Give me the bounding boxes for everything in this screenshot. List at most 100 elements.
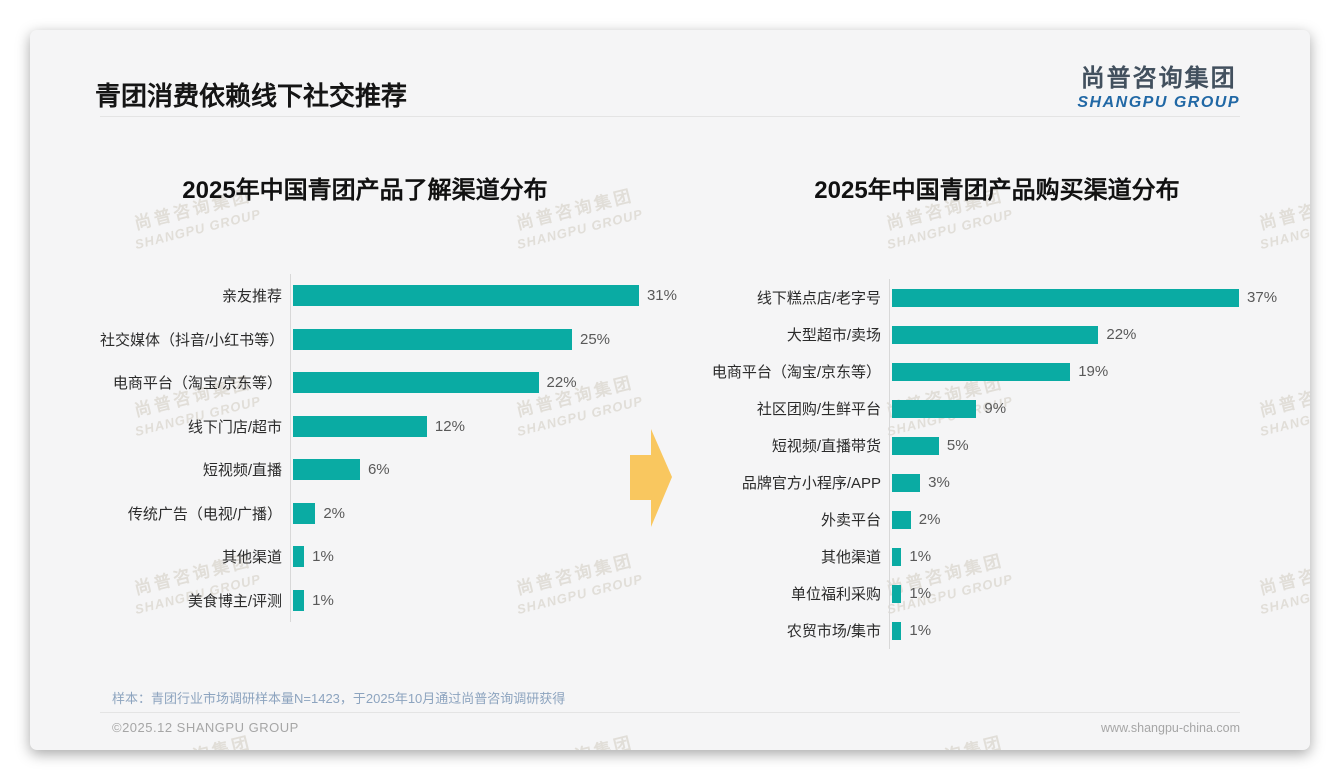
value-label: 37%: [1247, 289, 1278, 306]
page-title: 青团消费依赖线下社交推荐: [95, 81, 408, 111]
copyright-text: ©2025.12 SHANGPU GROUP: [112, 720, 299, 735]
bar-area: 6%: [290, 448, 680, 492]
slide: 尚普咨询集团 SHANGPU GROUP 尚普咨询集团 SHANGPU GROUP 尚普…: [30, 30, 1310, 750]
category-label: 电商平台（淘宝/京东等）: [711, 364, 881, 381]
bar-row: 外卖平台 2%: [693, 501, 1283, 538]
value-label: 22%: [546, 374, 577, 392]
right-chart-title: 2025年中国青团产品购买渠道分布: [814, 177, 1180, 204]
bar-row: 社区团购/生鲜平台 9%: [693, 390, 1283, 427]
category-label: 品牌官方小程序/APP: [741, 475, 881, 492]
bar-row: 短视频/直播带货 5%: [693, 427, 1283, 464]
value-label: 1%: [909, 622, 932, 639]
right-arrow-icon: [630, 429, 672, 527]
bar-row: 线下糕点店/老字号 37%: [693, 279, 1283, 316]
bar-area: 3%: [889, 464, 1283, 501]
value-label: 31%: [646, 287, 677, 305]
category-label: 其他渠道: [820, 549, 881, 566]
bar: [293, 372, 539, 394]
bar: [892, 325, 1099, 344]
bar-row: 品牌官方小程序/APP 3%: [693, 464, 1283, 501]
bar-area: 9%: [889, 390, 1283, 427]
category-label: 其他渠道: [221, 549, 282, 567]
category-label: 社区团购/生鲜平台: [756, 401, 881, 418]
category-label: 单位福利采购: [790, 586, 881, 603]
bar-row: 短视频/直播 6%: [100, 448, 680, 492]
bar: [293, 459, 360, 481]
category-label: 线下糕点店/老字号: [756, 290, 881, 307]
bar-area: 31%: [290, 274, 680, 318]
sample-note: 样本：青团行业市场调研样本量N=1423，于2025年10月通过尚普咨询调研获得: [112, 691, 566, 706]
bar-row: 其他渠道 1%: [693, 538, 1283, 575]
category-label: 外卖平台: [820, 512, 881, 529]
category-label: 美食博主/评测: [187, 592, 282, 610]
company-logo: 尚普咨询集团 SHANGPU GROUP: [1077, 58, 1240, 112]
value-label: 22%: [1106, 326, 1137, 343]
bar-row: 电商平台（淘宝/京东等） 19%: [693, 353, 1283, 390]
bar-area: 1%: [290, 535, 680, 579]
left-chart-title: 2025年中国青团产品了解渠道分布: [182, 177, 548, 204]
value-label: 9%: [984, 400, 1007, 417]
bar-row: 电商平台（淘宝/京东等） 22%: [100, 361, 680, 405]
bar: [892, 621, 902, 640]
bar-row: 美食博主/评测 1%: [100, 578, 680, 622]
bar: [293, 589, 305, 611]
bar: [293, 285, 639, 307]
right-chart-rows: 线下糕点店/老字号 37% 大型超市/卖场 22% 电商平台（淘宝/京东等） 19% 社区团…: [693, 279, 1283, 649]
bar: [892, 362, 1071, 381]
value-label: 1%: [312, 591, 334, 609]
value-label: 1%: [909, 548, 932, 565]
awareness-channel-chart: 亲友推荐 31% 社交媒体（抖音/小红书等） 25% 电商平台（淘宝/京东等） 22% 线下…: [100, 274, 680, 622]
bar: [293, 502, 316, 524]
bar-area: 1%: [889, 538, 1283, 575]
header-divider: [100, 116, 1240, 117]
bar-area: 1%: [290, 578, 680, 622]
bar: [892, 436, 939, 455]
bar-row: 其他渠道 1%: [100, 535, 680, 579]
value-label: 3%: [928, 474, 950, 491]
bar-row: 大型超市/卖场 22%: [693, 316, 1283, 353]
category-label: 社交媒体（抖音/小红书等）: [100, 331, 285, 349]
category-label: 大型超市/卖场: [786, 327, 881, 344]
left-chart-rows: 亲友推荐 31% 社交媒体（抖音/小红书等） 25% 电商平台（淘宝/京东等） 22% 线下…: [100, 274, 680, 622]
value-label: 5%: [946, 437, 969, 454]
bar-row: 农贸市场/集市 1%: [693, 612, 1283, 649]
bar-area: 37%: [889, 279, 1283, 316]
bar: [293, 546, 305, 568]
value-label: 6%: [367, 461, 390, 479]
bar: [293, 328, 572, 350]
value-label: 1%: [909, 585, 932, 602]
bar-area: 1%: [889, 612, 1283, 649]
category-label: 亲友推荐: [221, 288, 282, 306]
bar-row: 亲友推荐 31%: [100, 274, 680, 318]
category-label: 短视频/直播: [202, 462, 282, 480]
bar-area: 22%: [889, 316, 1283, 353]
bar: [892, 584, 902, 603]
bar: [892, 473, 921, 492]
bar-area: 12%: [290, 404, 680, 448]
bar-row: 线下门店/超市 12%: [100, 404, 680, 448]
logo-english-text: SHANGPU GROUP: [1077, 94, 1240, 111]
value-label: 25%: [580, 330, 611, 348]
value-label: 19%: [1078, 363, 1109, 380]
value-label: 12%: [434, 417, 465, 435]
bar-area: 19%: [889, 353, 1283, 390]
value-label: 2%: [323, 504, 345, 522]
category-label: 农贸市场/集市: [786, 623, 881, 640]
category-label: 短视频/直播带货: [771, 438, 881, 455]
website-url: www.shangpu-china.com: [1101, 721, 1240, 735]
bar-area: 25%: [290, 317, 680, 361]
bar: [892, 288, 1240, 307]
bar-row: 单位福利采购 1%: [693, 575, 1283, 612]
bar: [892, 510, 911, 529]
bar-row: 传统广告（电视/广播） 2%: [100, 491, 680, 535]
bar-area: 5%: [889, 427, 1283, 464]
category-label: 线下门店/超市: [187, 418, 282, 436]
bar: [892, 399, 977, 418]
bar-area: 2%: [290, 491, 680, 535]
footer-divider: [100, 712, 1240, 713]
bar-area: 22%: [290, 361, 680, 405]
logo-chinese-text: 尚普咨询集团: [1080, 65, 1237, 92]
